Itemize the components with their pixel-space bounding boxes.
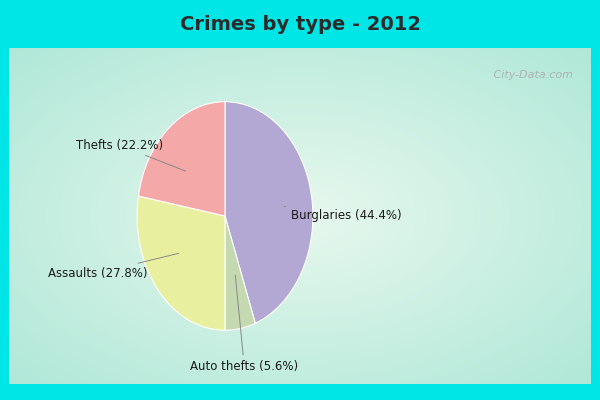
Wedge shape: [139, 102, 225, 216]
Text: Crimes by type - 2012: Crimes by type - 2012: [179, 14, 421, 34]
Text: Auto thefts (5.6%): Auto thefts (5.6%): [190, 275, 298, 373]
Text: Assaults (27.8%): Assaults (27.8%): [48, 253, 178, 280]
Text: Thefts (22.2%): Thefts (22.2%): [76, 139, 186, 171]
Wedge shape: [137, 196, 225, 330]
Text: City-Data.com: City-Data.com: [490, 70, 574, 80]
Text: Burglaries (44.4%): Burglaries (44.4%): [284, 206, 401, 222]
Wedge shape: [225, 102, 313, 323]
Wedge shape: [225, 216, 255, 330]
